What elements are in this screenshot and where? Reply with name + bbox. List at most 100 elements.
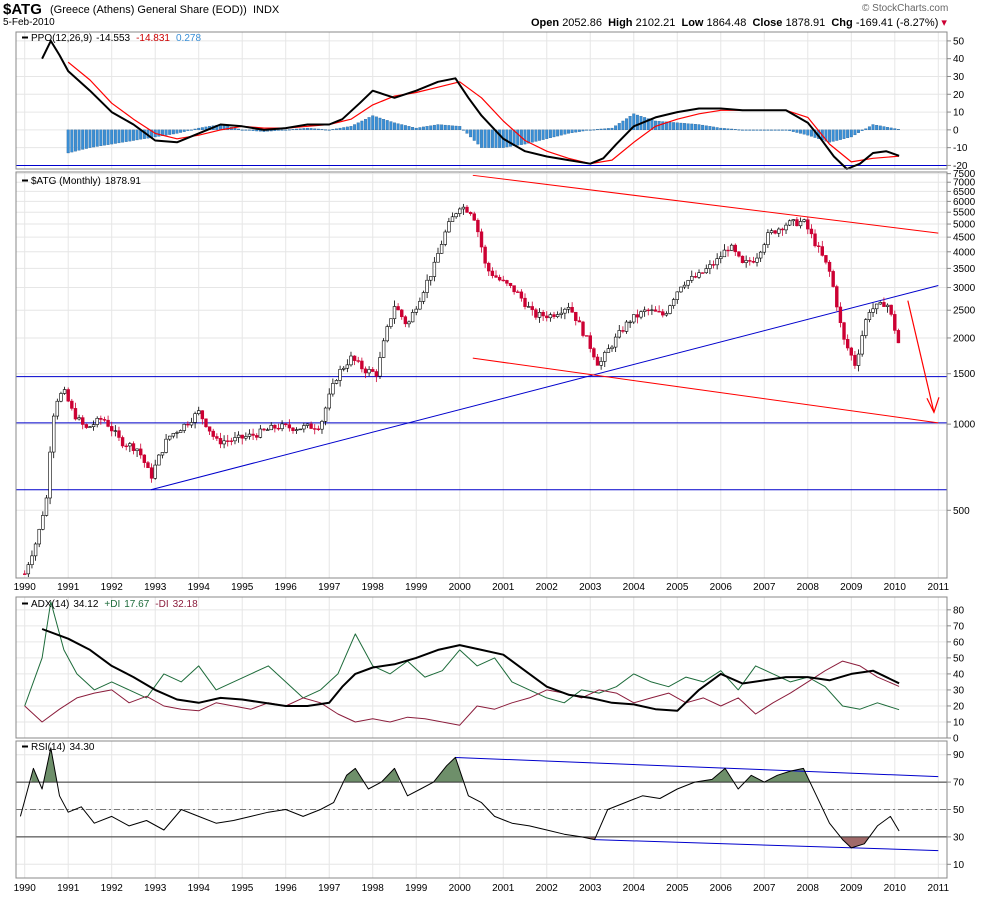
price-candle-body [766,232,770,246]
price-ytick-label: 3500 [953,264,976,275]
ppo-histogram-bar [327,129,331,131]
ppo-histogram-bar [878,125,882,131]
price-candle-body [606,348,611,353]
price-candle-body [824,255,828,263]
ppo-histogram-bar [523,129,527,145]
price-candle-body [860,335,864,355]
rsi-panel-frame [15,740,948,879]
price-candle-body [23,573,27,575]
ppo-histogram-bar [592,129,596,131]
price-candle-body [613,336,618,348]
rsi-ytick-label: 10 [953,860,965,871]
price-candle-body [407,321,411,325]
ppo-histogram-bar [407,126,411,131]
price-candle-body [193,413,197,423]
price-candle-body [262,428,266,431]
ppo-histogram-bar [567,129,570,134]
price-candle-body [244,436,248,439]
price-candle-body [845,339,850,349]
price-candle-body [432,261,437,277]
price-candle-body [733,244,737,253]
price-candle-body [773,230,777,234]
price-candle-body [552,314,556,317]
price-candle-body [639,311,643,318]
price-candle-body [675,291,679,300]
price-candle-body [813,233,817,247]
ppo-ytick-label: 10 [953,108,965,119]
open-label: Open [531,17,560,29]
price-candle-body [189,422,194,426]
ppo-histogram-bar [396,123,400,131]
ppo-histogram-bar [306,127,309,131]
ppo-histogram-bar [773,129,777,131]
ppo-histogram-bar [458,126,462,131]
price-candle-body [273,424,277,429]
price-candle-body [476,219,480,233]
ppo-histogram-bar [244,129,248,131]
price-candle-body [291,427,295,431]
rsi-xtick-label-2003: 2003 [579,883,602,894]
ppo-histogram-bar [487,129,491,148]
ppo-histogram-bar [596,129,599,131]
price-candle-body [617,330,621,338]
ppo-ytick-label: 40 [953,54,965,65]
ppo-histogram-bar [846,129,850,139]
adx-ytick-label: 0 [953,734,959,745]
rsi-xtick-label-1990: 1990 [14,883,37,894]
ppo-histogram-bar [530,129,534,143]
ppo-histogram-bar [585,129,589,131]
ppo-histogram-bar [603,128,607,131]
price-candle-body [88,426,92,428]
price-ytick-label: 2500 [953,306,976,317]
price-candle-body [722,249,727,258]
rsi-xtick-label-1995: 1995 [231,883,254,894]
ppo-histogram-bar [690,123,694,131]
price-xtick-label-1998: 1998 [362,582,385,593]
price-candle-body [595,356,600,366]
price-candle-body [704,268,708,274]
ppo-histogram-bar [646,118,650,131]
ppo-histogram-bar [733,129,737,131]
adx-line [41,628,900,712]
price-candle-body [853,354,857,366]
ppo-histogram-bar [664,121,668,131]
price-candle-body [497,276,502,281]
price-xtick-label-2002: 2002 [536,582,559,593]
rsi-legend-label-0: RSI(14) [31,742,65,753]
ppo-histogram-bar [588,129,592,131]
price-candle-body [700,272,705,274]
price-candle-body [708,264,712,269]
ppo-histogram-bar [614,125,618,131]
ppo-histogram-bar [498,129,502,148]
ppo-histogram-bar [335,128,338,131]
price-candle-body [559,312,563,315]
price-xtick-label-1993: 1993 [144,582,167,593]
price-candle-body [48,451,52,499]
price-candle-body [661,311,665,316]
price-candle-body [374,371,379,377]
rsi-xtick-label-1993: 1993 [144,883,167,894]
price-candle-body [849,347,853,356]
price-candle-body [874,303,879,310]
ppo-histogram-bar [831,129,835,142]
price-candle-body [284,423,288,426]
ppo-histogram-bar [70,129,74,153]
ppo-histogram-bar [95,129,99,147]
price-legend-label-0: $ATG (Monthly) [31,176,101,187]
ppo-histogram-bar [860,129,864,131]
price-candle-body [798,221,803,227]
ppo-histogram-bar [66,129,70,154]
price-candle-body [229,440,234,442]
ppo-histogram-bar [411,127,415,131]
price-candle-body [726,249,730,252]
price-candle-body [646,309,650,312]
adx-legend-label-0: ADX(14) [31,599,69,610]
ppo-histogram-bar [472,129,476,141]
ppo-histogram-bar [168,129,172,135]
price-candle-body [889,304,893,315]
price-candle-body [624,321,629,332]
ppo-histogram-bar [581,129,585,132]
price-candle-body [95,418,99,425]
